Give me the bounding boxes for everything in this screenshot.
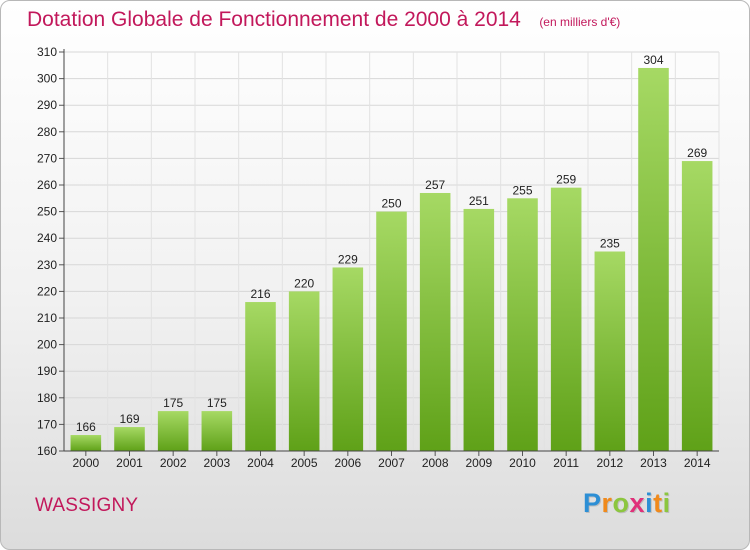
bar-2001 [114,427,145,451]
data-label: 257 [425,178,445,192]
y-tick-label: 280 [37,125,57,139]
bar-2010 [507,198,538,451]
x-tick-label: 2004 [247,456,274,470]
x-tick-label: 2000 [72,456,99,470]
x-tick-label: 2006 [334,456,361,470]
bar-2003 [201,411,233,451]
chart-unit-label: (en milliers d'€) [539,15,621,29]
data-label: 255 [512,183,532,197]
data-label: 235 [600,237,620,251]
data-label: 251 [469,194,489,208]
data-label: 175 [207,396,227,410]
x-tick-label: 2008 [422,456,449,470]
y-tick-label: 250 [37,205,57,219]
x-tick-label: 2005 [291,456,318,470]
y-tick-label: 230 [37,258,57,272]
x-tick-label: 2001 [116,456,143,470]
bar-2011 [550,187,582,451]
data-label: 229 [338,252,358,266]
place-name: WASSIGNY [35,495,139,516]
x-tick-label: 2003 [203,456,230,470]
logo-letter: t [653,488,663,518]
y-tick-label: 210 [37,311,57,325]
bars: 166 169 175 175 216 220 229 250 257 251 255 259 235 3… [70,53,713,452]
y-tick-label: 180 [37,391,57,405]
x-tick-label: 2013 [640,456,667,470]
data-label: 175 [163,396,183,410]
bar-2012 [594,251,626,451]
y-tick-label: 300 [37,72,57,86]
bar-2000 [70,435,102,451]
y-tick-label: 170 [37,417,57,431]
x-tick-label: 2014 [684,456,711,470]
data-label: 220 [294,276,314,290]
y-tick-label: 160 [37,444,57,458]
data-label: 250 [381,197,401,211]
data-label: 166 [76,420,96,434]
x-tick-label: 2012 [596,456,623,470]
bar-2008 [419,192,451,452]
title-row: Dotation Globale de Fonctionnement de 20… [27,8,620,32]
y-tick-label: 260 [37,178,57,192]
x-tick-label: 2011 [553,456,579,470]
x-tick-label: 2002 [160,456,187,470]
logo-letter: x [629,488,646,518]
data-label: 216 [250,287,270,301]
bar-2006 [332,267,364,451]
y-tick-label: 190 [37,364,57,378]
bar-2005 [288,291,320,451]
x-tick-label: 2007 [378,456,405,470]
y-tick-label: 290 [37,98,57,112]
data-label: 304 [643,53,663,67]
y-tick-label: 270 [37,151,57,165]
logo-letter: i [662,488,671,518]
proxiti-logo: Proxiti [583,488,671,519]
bar-2007 [376,211,407,451]
data-label: 269 [687,146,707,160]
logo-letter: r [601,488,613,518]
bar-2002 [157,411,189,451]
data-label: 259 [556,173,576,187]
x-tick-label: 2009 [465,456,492,470]
bar-2014 [681,161,713,451]
data-label: 169 [119,412,139,426]
y-tick-label: 240 [37,231,57,245]
x-tick-label: 2010 [509,456,536,470]
chart-title: Dotation Globale de Fonctionnement de 20… [27,8,521,31]
bar-2013 [638,67,669,452]
y-tick-label: 310 [37,45,57,59]
logo-letter: o [612,488,630,518]
bar-2009 [463,208,495,451]
logo-letter: P [583,488,602,518]
y-tick-label: 200 [37,338,57,352]
logo-letter: i [645,488,654,518]
axes: 160 170 180 190 200 210 220 230 240 250 260 270 280 2… [37,45,719,470]
y-tick-label: 220 [37,284,57,298]
bar-2004 [245,302,276,451]
